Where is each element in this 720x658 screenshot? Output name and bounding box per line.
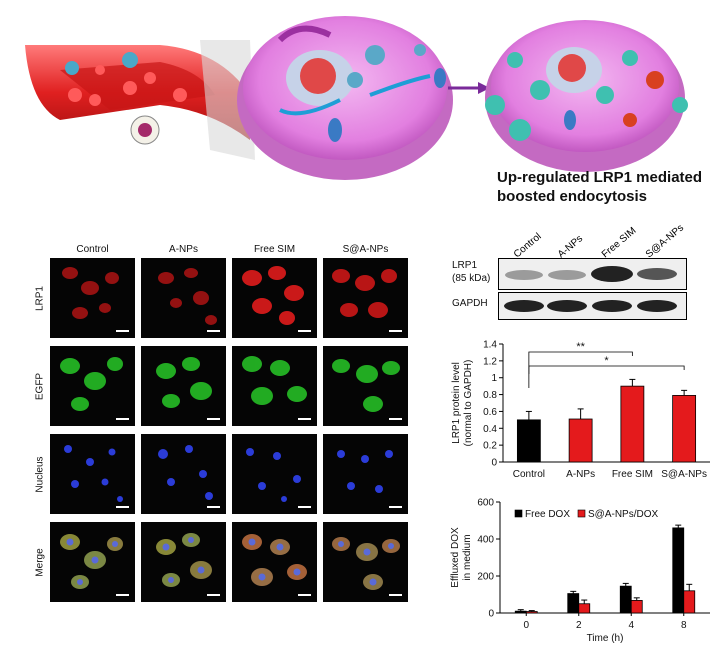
- micrograph-lrp1-a-nps: [141, 258, 226, 338]
- y-axis-label-line2: (normal to GAPDH): [463, 360, 474, 447]
- micrograph-merge-a-nps: [141, 522, 226, 602]
- bar-control: [516, 419, 541, 463]
- schematic-caption: Up-regulated LRP1 mediated boosted endoc…: [497, 168, 717, 206]
- column-label-s-a-nps: S@A-NPs: [342, 244, 389, 255]
- micrograph-egfp-a-nps: [141, 346, 226, 426]
- micrograph-egfp-s-a-nps: [323, 346, 408, 426]
- legend-swatch: [514, 509, 523, 518]
- y-axis-label-line1: LRP1 protein level: [451, 362, 462, 444]
- blot-label-lrp1-name: LRP1: [452, 260, 478, 271]
- column-label-control: Control: [76, 244, 109, 255]
- y-axis-label-line2: in medium: [462, 534, 473, 580]
- column-label-a-nps: A-NPs: [169, 244, 198, 255]
- micrograph-merge-free-sim: [232, 522, 317, 602]
- row-label-egfp: EGFP: [34, 372, 46, 401]
- blot-label-lrp1: LRP1 (85 kDa): [452, 259, 490, 285]
- y-tick-label: 1: [491, 373, 497, 384]
- significance-label: *: [604, 355, 609, 367]
- y-tick-label: 400: [477, 535, 494, 546]
- bar-s-a-nps-dox-8: [683, 590, 696, 614]
- micrograph-lrp1-s-a-nps: [323, 258, 408, 338]
- blot-lane-label-a-nps: A-NPs: [556, 233, 585, 260]
- mechanism-schematic: [25, 16, 688, 180]
- legend-label: S@A-NPs/DOX: [588, 509, 658, 520]
- micrograph-egfp-control: [50, 346, 135, 426]
- micrograph-nucleus-control: [50, 434, 135, 514]
- bar-free-dox-8: [672, 527, 685, 614]
- y-axis-label-line1: Effluxed DOX: [450, 527, 461, 588]
- row-label-merge: Merge: [34, 548, 46, 577]
- micrograph-merge-s-a-nps: [323, 522, 408, 602]
- bar-free-dox-4: [619, 585, 632, 614]
- row-label-lrp1: LRP1: [34, 286, 46, 312]
- micrograph-nucleus-free-sim: [232, 434, 317, 514]
- significance-bracket: [528, 351, 633, 374]
- micrograph-lrp1-free-sim: [232, 258, 317, 338]
- bar-s-a-nps-dox-4: [630, 600, 643, 614]
- blot-gapdh-strip: [498, 292, 687, 320]
- blot-label-lrp1-kda: (85 kDa): [452, 273, 491, 284]
- micrograph-egfp-free-sim: [232, 346, 317, 426]
- blot-lane-labels: Control A-NPs Free SIM S@A-NPs: [512, 222, 686, 260]
- x-tick-label: Free SIM: [612, 469, 653, 480]
- y-tick-label: 0.8: [483, 390, 497, 401]
- blood-vessel-illustration: [25, 40, 255, 160]
- y-tick-label: 1.2: [483, 356, 497, 367]
- micrograph-nucleus-a-nps: [141, 434, 226, 514]
- schematic-caption-line1: Up-regulated LRP1 mediated: [497, 169, 703, 186]
- y-tick-label: 0.4: [483, 424, 497, 435]
- y-tick-label: 0.6: [483, 407, 497, 418]
- micrograph-nucleus-s-a-nps: [323, 434, 408, 514]
- blot-lane-label-control: Control: [512, 231, 544, 260]
- significance-bracket: [528, 365, 685, 388]
- legend-swatch: [577, 509, 586, 518]
- lrp1-protein-level-chart: 0 0.2 0.4 0.6 0.8 1 1.2 1.4 Control A-NPs Free SIM…: [451, 340, 710, 480]
- x-tick-label: S@A-NPs: [661, 469, 707, 480]
- cell-illustration-before: [237, 16, 453, 180]
- micrograph-merge-control: [50, 522, 135, 602]
- y-tick-label: 200: [477, 572, 494, 583]
- legend-label: Free DOX: [525, 509, 570, 520]
- x-tick-label: 8: [681, 620, 687, 631]
- bar-free-sim: [620, 385, 645, 463]
- cell-illustration-after: [485, 20, 688, 172]
- row-label-nucleus: Nucleus: [34, 456, 46, 493]
- x-tick-label: 4: [628, 620, 634, 631]
- y-tick-label: 0.2: [483, 441, 497, 452]
- micrograph-lrp1-control: [50, 258, 135, 338]
- x-axis-label: Time (h): [587, 633, 624, 644]
- y-tick-label: 0: [491, 458, 497, 469]
- x-tick-label: 2: [576, 620, 582, 631]
- bar-free-dox-2: [567, 593, 580, 614]
- x-tick-label: A-NPs: [566, 469, 595, 480]
- blot-lane-label-free-sim: Free SIM: [600, 225, 639, 260]
- x-tick-label: Control: [513, 469, 545, 480]
- y-tick-label: 600: [477, 498, 494, 509]
- schematic-caption-line2: boosted endocytosis: [497, 188, 648, 205]
- bar-a-nps: [568, 418, 593, 463]
- bar-s-a-nps-dox-0: [525, 611, 538, 614]
- effluxed-dox-chart: 0 200 400 600 0 2 4 8 Free DOX S@A-NPs/DOX Time (h…: [450, 498, 710, 644]
- blot-lrp1-strip: [498, 258, 687, 290]
- bar-s-a-nps: [672, 395, 697, 463]
- bar-free-dox-0: [514, 610, 527, 614]
- y-axis-label: Effluxed DOX in medium: [450, 527, 473, 588]
- significance-label: **: [576, 341, 585, 353]
- blot-lane-label-s-a-nps: S@A-NPs: [644, 222, 686, 260]
- y-tick-label: 1.4: [483, 340, 497, 351]
- y-axis-label: LRP1 protein level (normal to GAPDH): [451, 360, 474, 447]
- bar-s-a-nps-dox-2: [578, 603, 591, 614]
- x-tick-label: 0: [523, 620, 529, 631]
- blot-label-gapdh: GAPDH: [452, 298, 488, 309]
- column-label-free-sim: Free SIM: [253, 244, 296, 255]
- y-tick-label: 0: [488, 609, 494, 620]
